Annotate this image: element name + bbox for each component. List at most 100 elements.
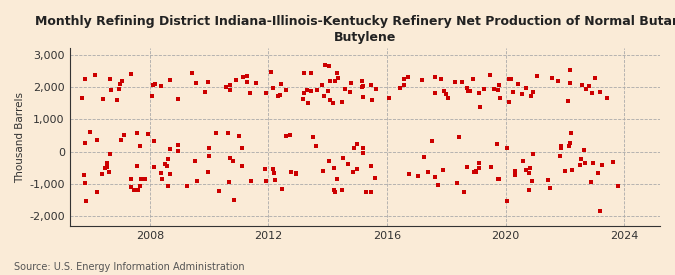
Point: [504, 76, 515, 81]
Point: [261, 179, 271, 183]
Point: [118, 132, 129, 137]
Point: [337, 100, 348, 104]
Point: [132, 163, 142, 168]
Point: [135, 144, 146, 148]
Point: [429, 175, 440, 180]
Point: [115, 81, 126, 86]
Point: [430, 91, 441, 95]
Point: [173, 97, 184, 101]
Point: [148, 139, 159, 144]
Point: [527, 152, 538, 156]
Point: [80, 77, 90, 81]
Point: [81, 199, 92, 203]
Point: [563, 99, 574, 103]
Point: [367, 97, 377, 102]
Point: [495, 96, 506, 100]
Point: [345, 81, 356, 85]
Point: [441, 92, 452, 96]
Point: [78, 172, 89, 177]
Point: [204, 146, 215, 151]
Point: [327, 101, 338, 105]
Point: [474, 166, 485, 170]
Point: [269, 171, 279, 175]
Point: [412, 174, 423, 179]
Point: [597, 163, 608, 168]
Point: [99, 166, 110, 170]
Point: [142, 132, 153, 137]
Point: [182, 183, 192, 188]
Point: [117, 79, 128, 83]
Point: [125, 177, 136, 181]
Point: [319, 94, 329, 98]
Point: [129, 188, 140, 192]
Point: [470, 169, 481, 174]
Point: [281, 87, 292, 92]
Point: [165, 147, 176, 152]
Point: [532, 73, 543, 78]
Point: [469, 170, 480, 174]
Point: [567, 168, 578, 172]
Point: [200, 90, 211, 95]
Point: [260, 167, 271, 171]
Point: [508, 90, 518, 94]
Point: [312, 88, 323, 92]
Point: [485, 72, 495, 77]
Point: [190, 159, 200, 163]
Point: [98, 97, 109, 102]
Point: [192, 179, 202, 183]
Point: [523, 188, 534, 192]
Point: [439, 89, 450, 94]
Point: [584, 84, 595, 89]
Point: [358, 146, 369, 151]
Point: [528, 90, 539, 95]
Point: [492, 141, 503, 146]
Point: [357, 95, 368, 99]
Point: [106, 88, 117, 92]
Point: [238, 75, 248, 79]
Point: [422, 170, 433, 174]
Point: [344, 90, 355, 94]
Point: [150, 82, 161, 87]
Point: [576, 157, 587, 161]
Point: [351, 142, 362, 146]
Point: [450, 80, 461, 84]
Point: [518, 159, 529, 163]
Point: [305, 88, 316, 93]
Point: [580, 87, 591, 91]
Point: [394, 86, 405, 90]
Point: [156, 177, 167, 182]
Point: [461, 86, 472, 90]
Point: [163, 157, 173, 161]
Point: [462, 165, 472, 169]
Point: [234, 134, 245, 138]
Point: [608, 160, 618, 164]
Point: [275, 93, 286, 97]
Point: [524, 166, 535, 170]
Point: [91, 138, 102, 143]
Point: [452, 181, 462, 185]
Point: [458, 190, 469, 194]
Point: [502, 199, 513, 203]
Point: [493, 177, 504, 182]
Point: [211, 131, 221, 135]
Point: [470, 169, 481, 174]
Point: [544, 186, 555, 191]
Point: [564, 141, 575, 145]
Point: [308, 135, 319, 140]
Point: [510, 173, 520, 177]
Point: [589, 76, 600, 81]
Point: [361, 189, 372, 194]
Point: [464, 89, 475, 94]
Point: [77, 96, 88, 100]
Point: [474, 91, 485, 95]
Point: [576, 83, 587, 87]
Point: [594, 209, 605, 213]
Point: [266, 70, 277, 75]
Point: [268, 86, 279, 90]
Point: [555, 154, 566, 158]
Point: [357, 151, 368, 155]
Point: [357, 85, 368, 89]
Point: [366, 164, 377, 168]
Point: [578, 147, 589, 152]
Point: [111, 97, 122, 102]
